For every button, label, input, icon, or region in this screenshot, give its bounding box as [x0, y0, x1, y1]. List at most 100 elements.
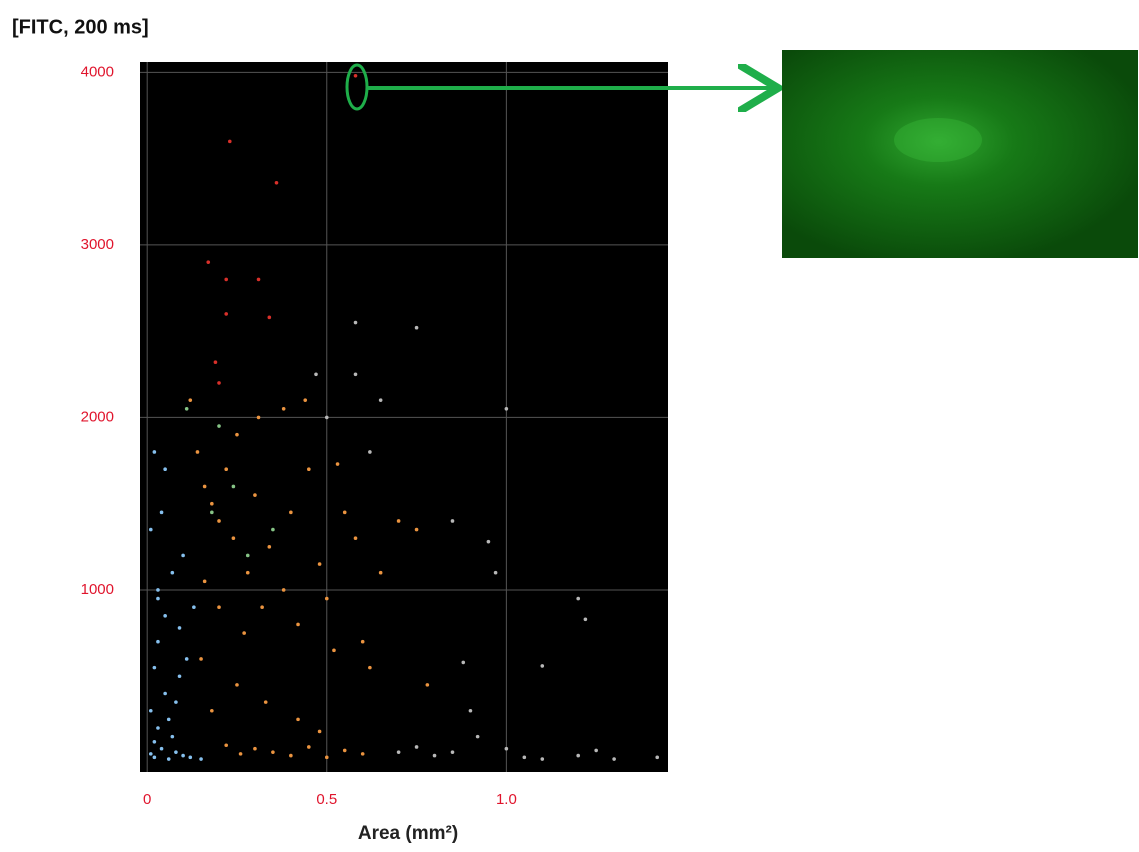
data-point [504, 407, 509, 411]
data-point [378, 398, 383, 402]
data-point [181, 753, 185, 758]
data-point [475, 734, 480, 739]
data-point [202, 484, 207, 489]
data-point [163, 467, 167, 471]
y-tick-label: 1000 [81, 581, 114, 598]
data-point [227, 139, 232, 144]
data-point [612, 757, 616, 761]
data-point [174, 750, 178, 754]
data-point [353, 536, 358, 541]
data-point [576, 753, 581, 758]
y-tick-label: 4000 [81, 63, 114, 80]
x-tick-label: 0 [143, 791, 151, 808]
data-point [217, 424, 221, 428]
data-point [540, 757, 545, 761]
chart-title: [FITC, 200 ms] [12, 16, 149, 38]
data-point [396, 519, 401, 523]
data-point [396, 750, 401, 754]
data-point [583, 617, 588, 622]
data-point [256, 415, 261, 420]
data-point [425, 683, 430, 687]
x-tick-label: 0.5 [316, 791, 337, 808]
data-point [461, 660, 466, 665]
data-point [342, 748, 347, 753]
data-point [235, 683, 239, 687]
data-point [281, 407, 286, 411]
data-point [263, 700, 268, 704]
data-point [210, 510, 214, 515]
data-point [253, 746, 257, 751]
data-point [213, 360, 218, 365]
data-point [324, 596, 329, 601]
image-spot [894, 118, 982, 162]
x-axis-label: Area (mm²) [358, 823, 458, 844]
data-point [432, 753, 437, 758]
data-point [317, 729, 322, 734]
data-point [274, 180, 279, 185]
data-point [414, 745, 419, 749]
fluorescence-image [782, 50, 1138, 258]
data-point [195, 450, 200, 454]
data-point [353, 74, 358, 78]
data-point [163, 614, 167, 618]
data-point [148, 752, 153, 756]
data-point [188, 398, 193, 402]
data-point [217, 519, 221, 523]
data-point [170, 734, 175, 739]
data-point [281, 588, 286, 592]
data-point [368, 450, 372, 454]
data-point [450, 519, 455, 523]
data-point [174, 700, 178, 704]
data-point [224, 743, 229, 748]
data-point [242, 631, 246, 635]
data-point [267, 315, 272, 320]
data-point [159, 510, 164, 515]
data-point [296, 717, 300, 722]
data-point [170, 570, 175, 575]
data-point [156, 588, 160, 592]
data-point [296, 622, 300, 627]
data-point [152, 450, 157, 454]
data-point [256, 277, 261, 282]
data-point [368, 665, 372, 670]
data-point [594, 748, 598, 753]
data-point [335, 462, 340, 466]
data-point [166, 757, 171, 761]
data-point [217, 605, 221, 610]
data-point [188, 755, 193, 760]
data-point [199, 757, 203, 761]
data-point [156, 596, 160, 601]
data-point [152, 755, 157, 760]
data-point [324, 415, 329, 420]
data-point [156, 726, 160, 730]
data-point [260, 605, 264, 610]
data-point [414, 325, 419, 330]
data-point [224, 277, 229, 282]
data-point [231, 484, 236, 489]
data-point [342, 510, 347, 515]
data-point [307, 745, 311, 749]
data-point [450, 750, 455, 754]
data-point [224, 312, 229, 316]
data-point [468, 708, 473, 713]
data-point [148, 527, 153, 532]
data-point [360, 752, 365, 756]
data-point [245, 553, 250, 558]
data-point [177, 626, 182, 630]
data-point [353, 372, 358, 377]
data-point [486, 539, 491, 544]
data-point [360, 639, 365, 644]
data-point [576, 596, 581, 601]
data-point [245, 570, 250, 575]
x-tick-label: 1.0 [496, 791, 517, 808]
data-point [166, 717, 171, 722]
data-point [353, 320, 358, 325]
data-point [540, 664, 545, 668]
data-point [332, 648, 336, 653]
data-point [156, 639, 160, 644]
data-point [655, 755, 660, 760]
data-point [324, 755, 329, 760]
data-point [253, 493, 257, 497]
data-point [217, 381, 221, 385]
